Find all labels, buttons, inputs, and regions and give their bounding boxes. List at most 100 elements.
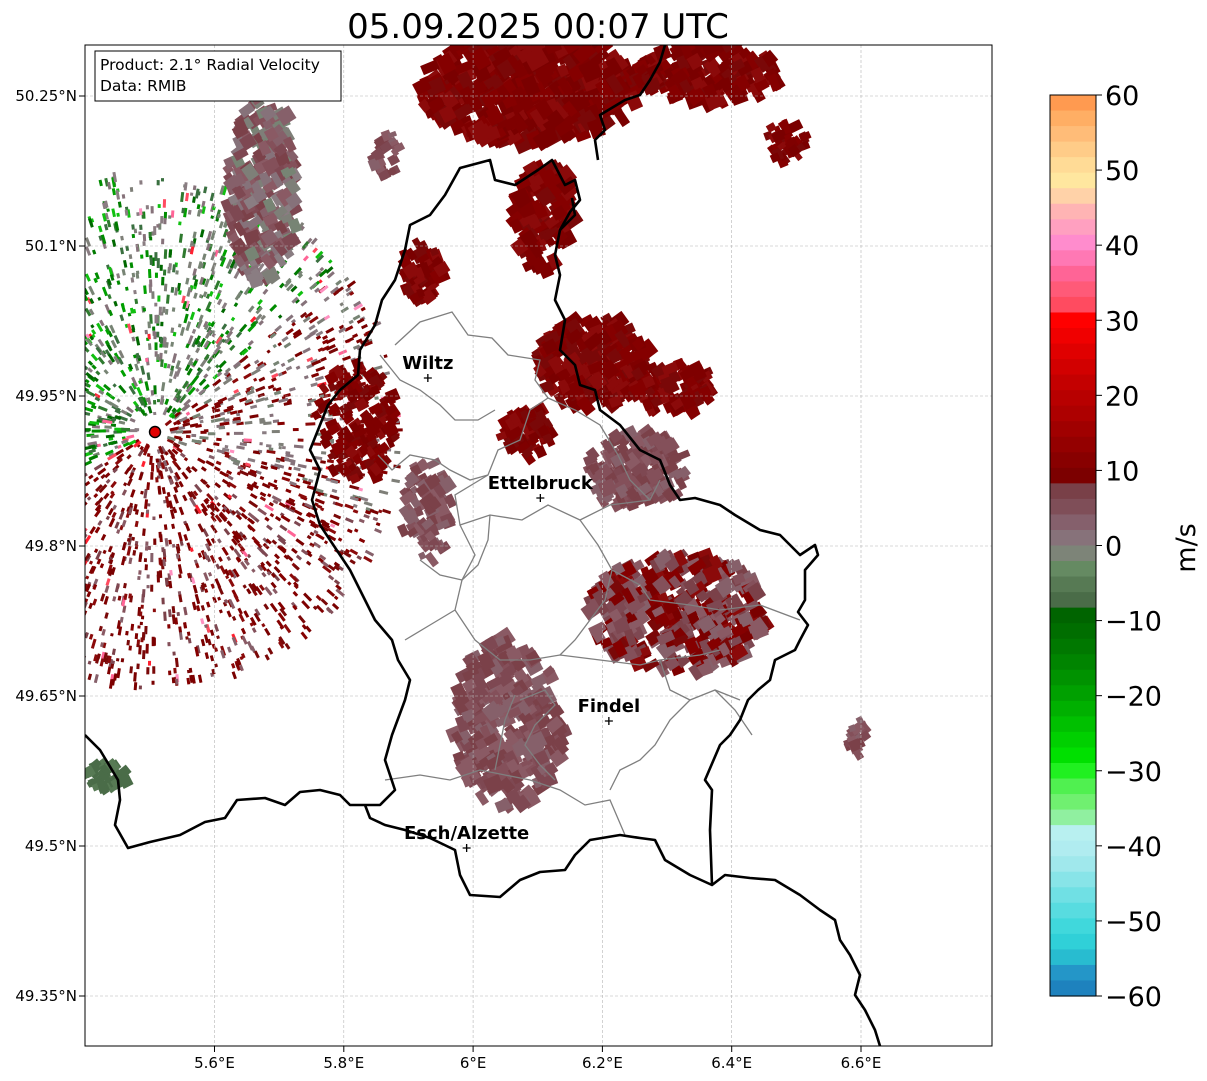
echo-cell [236,657,242,666]
echo-cell [325,337,336,345]
echo-cell [326,588,336,598]
echo-cell [323,296,330,302]
echo-cell [163,249,168,259]
echo-cell [104,425,112,429]
echo-cell [115,189,121,200]
echo-cell [93,654,98,662]
echo-cell [292,604,298,611]
echo-cell [150,390,155,396]
echo-cell [106,278,112,286]
echo-cell [137,575,141,581]
echo-cell [333,513,342,520]
city-label[interactable]: Ettelbruck [488,473,594,494]
echo-cell [251,627,257,634]
echo-cell [105,434,115,439]
echo-cell [134,509,139,515]
city-label[interactable]: Esch/Alzette [404,823,529,844]
echo-cell [104,399,113,406]
echo-cell [90,434,99,439]
echo-cell [86,496,92,501]
echo-cell [230,316,236,322]
echo-cell [222,601,228,607]
echo-cell [293,583,299,590]
echo-cell [198,415,204,420]
echo-cell [164,419,173,427]
colorbar-band [1050,592,1096,609]
figure-title: 05.09.2025 00:07 UTC [347,7,729,47]
echo-cell [88,565,95,575]
echo-cell [281,476,291,482]
echo-cell [312,247,318,254]
echo-cell [89,298,95,305]
echo-cell [239,323,248,333]
echo-cell [85,580,86,587]
echo-cell [353,300,362,308]
echo-cell [153,538,157,545]
echo-cell [306,356,314,363]
echo-cell [128,439,137,446]
map-area[interactable]: Wiltz Ettelbruck Findel Esch/Alzette [78,24,992,1046]
echo-cell [85,406,94,413]
echo-cell [315,254,325,264]
echo-cell [172,264,176,273]
echo-cell [308,478,314,483]
echo-cell [285,314,294,322]
echo-cell [161,597,165,605]
echo-cell [302,316,311,323]
echo-cell [114,445,119,450]
echo-cell [221,396,228,402]
echo-cell [193,278,199,287]
echo-cell [417,98,432,113]
echo-cell [153,411,157,416]
radar-site-marker[interactable] [148,425,162,439]
echo-cell [161,547,165,553]
echo-cell [337,565,344,572]
echo-cell [211,332,216,338]
echo-cell [88,454,99,461]
echo-cell [246,483,255,489]
echo-cell [448,45,465,53]
echo-cell [320,451,327,455]
echo-cell [277,372,283,377]
echo-cell [101,213,107,222]
echo-cell [200,618,205,625]
echo-cell [305,422,316,426]
echo-cell [97,405,108,412]
echo-cell [247,512,257,521]
city-label[interactable]: Findel [578,696,641,717]
city-label[interactable]: Wiltz [402,353,453,374]
echo-cell [372,516,379,522]
echo-cell [95,654,101,664]
echo-cell [271,398,280,404]
echo-cell [226,330,234,339]
echo-cell [258,376,266,383]
echo-cell [145,205,149,210]
echo-cell [295,478,300,482]
echo-cell [183,313,189,324]
echo-cell [171,605,176,614]
echo-cell [99,319,105,327]
echo-cell [108,452,115,458]
echo-cell [319,284,329,294]
echo-cell [104,461,109,467]
echo-cell [124,467,131,475]
echo-cell [352,509,359,514]
echo-cell [169,426,180,432]
echo-cell [91,425,100,429]
echo-cell [97,296,102,301]
echo-cell [135,272,140,279]
echo-cell [188,360,194,366]
colorbar-tick-label: −30 [1105,757,1162,788]
echo-cell [301,241,310,250]
echo-cell [304,502,314,509]
echo-cell [112,596,117,602]
echo-cell [567,66,584,83]
echo-cell [174,287,179,296]
colorbar-band [1050,949,1096,966]
echo-cell [197,307,202,312]
echo-cell [173,509,178,514]
echo-cell [207,572,213,577]
echo-cell [147,545,151,550]
echo-cell [141,460,146,468]
echo-cell [196,319,203,329]
